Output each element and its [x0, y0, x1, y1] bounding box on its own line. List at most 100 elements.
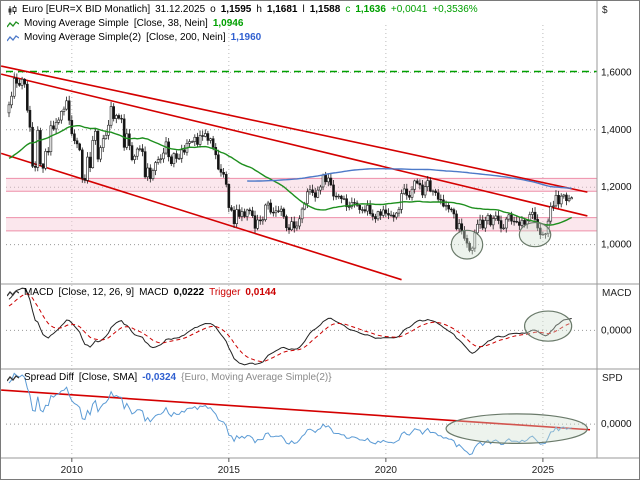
candle [15, 78, 19, 84]
support-resistance-zone[interactable] [6, 217, 597, 231]
candle [18, 82, 21, 86]
spread-context: {Euro, Moving Average Simple(2)} [181, 372, 332, 383]
candle [83, 178, 87, 181]
macd-line[interactable] [8, 287, 572, 366]
spread-line-icon [7, 374, 19, 383]
candle [565, 194, 568, 202]
candle [439, 198, 443, 201]
candle [308, 189, 312, 193]
candle [7, 104, 11, 114]
ma38-params: [Close, 38, Nein] [133, 18, 208, 29]
candle [536, 219, 539, 229]
candle [277, 210, 280, 212]
candlestick-chart-icon [7, 5, 17, 16]
candle [426, 180, 430, 187]
candle [36, 130, 40, 168]
trendline[interactable] [1, 65, 588, 193]
candle [559, 195, 563, 205]
candle [413, 180, 416, 190]
candle [421, 184, 424, 196]
candle [353, 202, 356, 204]
low-value: 1,1588 [309, 4, 341, 15]
candle [23, 78, 27, 85]
candle [135, 148, 139, 157]
gridlines [6, 25, 597, 457]
candle [567, 198, 571, 202]
high-value: 1,1681 [266, 4, 298, 15]
candle [279, 208, 283, 212]
candle [162, 152, 165, 160]
spd-axis-label: 0,0000 [601, 419, 632, 430]
candle [502, 227, 505, 230]
candle [340, 195, 343, 200]
annotation-ellipse[interactable] [445, 413, 588, 444]
annotation-ellipse[interactable] [518, 221, 552, 248]
candle [209, 138, 212, 141]
candle [130, 145, 134, 160]
annotation-ellipse[interactable] [450, 229, 484, 260]
candle [465, 238, 469, 244]
ma200-label: Moving Average Simple(2) [24, 32, 142, 43]
macd-axis-unit: MACD [602, 288, 632, 299]
candle [143, 151, 147, 178]
candle [269, 202, 273, 213]
candle [94, 130, 97, 141]
support-resistance-zone[interactable] [6, 178, 597, 192]
candle [211, 138, 215, 148]
candle [49, 125, 53, 152]
candle [376, 211, 380, 220]
candle [374, 216, 377, 220]
price-panel [1, 65, 597, 281]
candle [292, 221, 296, 229]
trigger-line[interactable] [8, 293, 572, 363]
close-value: 1,1636 [355, 4, 386, 15]
trendline[interactable] [1, 389, 591, 431]
candle [408, 194, 411, 198]
candle [245, 209, 249, 217]
candle [88, 156, 92, 169]
candle [91, 140, 95, 169]
candle [523, 219, 526, 225]
ma38-line[interactable] [8, 125, 573, 226]
ma200-line[interactable] [247, 168, 572, 189]
low-label: l [302, 4, 305, 15]
candle [26, 83, 29, 111]
candle [266, 202, 270, 206]
candle [146, 167, 150, 178]
candle [219, 168, 223, 173]
annotation-ellipse[interactable] [523, 310, 573, 342]
ma200-line-icon [7, 34, 19, 43]
candle [515, 221, 519, 223]
candle [240, 211, 244, 217]
macd-axis-label: 0,0000 [601, 325, 632, 336]
spread-line[interactable] [8, 372, 572, 456]
candle [442, 199, 445, 207]
instrument-header: Euro [EUR=X BID Monatlich] 31.12.2025 o … [7, 4, 478, 16]
candle [457, 223, 461, 230]
candle [62, 108, 66, 112]
candle [230, 207, 233, 211]
candle [507, 214, 511, 220]
candle [214, 147, 218, 156]
price-axis-label: 1,4000 [601, 125, 632, 136]
candle [101, 138, 105, 148]
overlay-header-ma200: Moving Average Simple(2) [Close, 200, Ne… [7, 32, 261, 44]
candle [392, 214, 396, 218]
spread-value: -0,0324 [142, 372, 177, 383]
trendline[interactable] [1, 152, 402, 281]
macd-panel [6, 287, 597, 366]
candle [253, 215, 257, 229]
spread-title: Spread Diff [24, 372, 74, 383]
open-value: 1,1595 [220, 4, 252, 15]
trendline[interactable] [1, 73, 588, 217]
candle [52, 125, 55, 130]
price-axis-label: 1,2000 [601, 182, 632, 193]
candle [544, 233, 547, 235]
candle [151, 170, 155, 179]
macd-value: 0,0222 [173, 287, 205, 298]
candle [418, 182, 422, 186]
candle [326, 177, 330, 183]
candle [387, 213, 390, 216]
candle [39, 130, 42, 165]
